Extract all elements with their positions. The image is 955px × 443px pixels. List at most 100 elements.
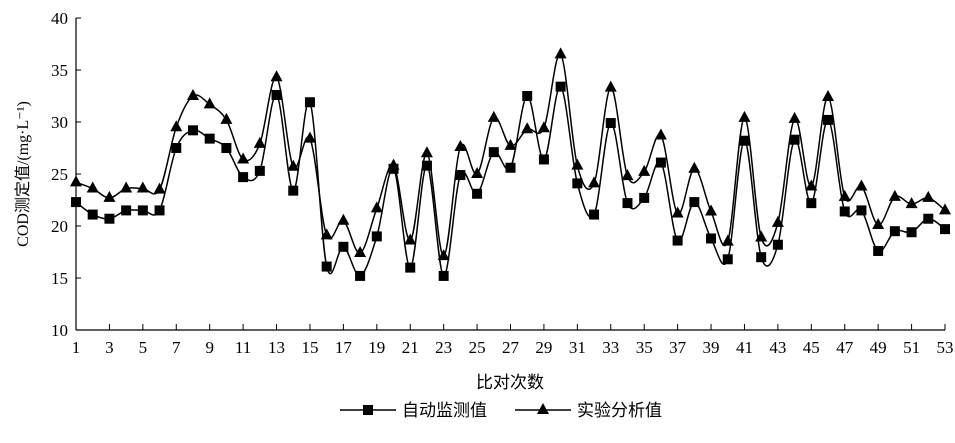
data-point-triangle <box>253 136 266 148</box>
data-point-square <box>405 262 416 273</box>
x-tick-label: 29 <box>535 338 552 357</box>
data-point-triangle <box>287 159 300 171</box>
data-point-triangle <box>537 121 550 133</box>
x-tick-label: 1 <box>72 338 81 357</box>
data-point-square <box>889 226 900 237</box>
data-point-square <box>472 188 483 199</box>
data-point-square <box>722 254 733 265</box>
x-tick-label: 37 <box>669 338 687 357</box>
data-point-square <box>589 209 600 220</box>
data-point-triangle <box>387 158 400 170</box>
data-point-triangle <box>404 233 417 245</box>
data-point-square <box>940 224 950 235</box>
data-point-square <box>739 135 750 146</box>
data-point-triangle <box>220 112 233 124</box>
data-point-square <box>271 89 282 100</box>
data-point-triangle <box>454 139 467 151</box>
x-tick-label: 43 <box>769 338 786 357</box>
data-point-square <box>421 160 432 171</box>
legend-square-marker <box>363 405 373 415</box>
x-tick-label: 45 <box>803 338 820 357</box>
y-tick-label: 25 <box>51 165 68 184</box>
series-markers <box>70 47 951 281</box>
data-point-square <box>137 205 148 216</box>
data-point-square <box>622 198 633 209</box>
data-point-triangle <box>688 161 701 173</box>
y-tick-label: 30 <box>51 113 68 132</box>
data-point-square <box>555 81 566 92</box>
y-tick-label: 10 <box>51 321 68 340</box>
x-tick-label: 11 <box>235 338 251 357</box>
data-point-triangle <box>337 213 350 225</box>
series-line-1 <box>75 85 946 277</box>
data-point-triangle <box>320 228 333 240</box>
y-tick-label: 40 <box>51 9 68 28</box>
data-point-triangle <box>487 110 500 122</box>
data-point-triangle <box>270 70 283 82</box>
data-point-triangle <box>571 158 584 170</box>
y-tick-label: 35 <box>51 61 68 80</box>
data-point-triangle <box>738 110 751 122</box>
data-point-square <box>789 134 800 145</box>
data-point-square <box>87 209 98 220</box>
x-tick-label: 15 <box>301 338 318 357</box>
data-point-square <box>355 270 366 281</box>
data-point-square <box>639 192 650 203</box>
data-point-triangle <box>604 80 617 92</box>
legend-triangle-marker <box>537 403 549 414</box>
data-point-square <box>906 227 917 238</box>
data-point-triangle <box>354 246 367 258</box>
x-tick-label: 47 <box>836 338 854 357</box>
data-point-square <box>104 213 115 224</box>
data-point-triangle <box>554 47 567 59</box>
data-point-triangle <box>370 201 383 213</box>
data-point-square <box>856 205 867 216</box>
data-point-triangle <box>805 179 818 191</box>
x-tick-label: 41 <box>736 338 753 357</box>
data-point-square <box>238 172 249 183</box>
data-point-triangle <box>638 164 651 176</box>
data-point-square <box>538 154 549 165</box>
x-tick-label: 25 <box>469 338 486 357</box>
data-point-square <box>121 205 132 216</box>
data-point-triangle <box>437 249 450 261</box>
x-tick-label: 3 <box>105 338 114 357</box>
x-tick-label: 53 <box>937 338 954 357</box>
legend-label-lab: 实验分析值 <box>577 401 662 420</box>
data-point-square <box>455 170 466 181</box>
x-axis-label: 比对次数 <box>476 373 544 392</box>
x-tick-label: 17 <box>335 338 353 357</box>
data-point-triangle <box>671 206 684 218</box>
data-point-triangle <box>588 176 601 188</box>
data-point-triangle <box>855 179 868 191</box>
data-point-triangle <box>755 230 768 242</box>
data-point-triangle <box>86 181 99 193</box>
data-point-square <box>756 252 767 263</box>
data-point-square <box>154 205 165 216</box>
data-point-square <box>873 245 884 256</box>
data-point-square <box>438 270 449 281</box>
data-point-square <box>572 178 583 189</box>
data-point-triangle <box>838 189 851 201</box>
data-point-square <box>672 235 683 246</box>
data-point-square <box>321 261 332 272</box>
data-point-triangle <box>103 190 116 202</box>
data-point-square <box>605 118 616 129</box>
data-point-triangle <box>922 190 935 202</box>
data-point-square <box>522 91 533 101</box>
x-tick-label: 7 <box>172 338 181 357</box>
data-point-triangle <box>721 234 734 246</box>
data-point-square <box>772 239 783 250</box>
x-tick-label: 35 <box>636 338 653 357</box>
data-point-square <box>204 133 215 144</box>
x-tick-label: 49 <box>870 338 887 357</box>
data-point-triangle <box>237 152 250 164</box>
data-point-triangle <box>521 122 534 134</box>
data-point-triangle <box>888 189 901 201</box>
data-point-triangle <box>420 146 433 158</box>
data-point-triangle <box>939 203 951 215</box>
x-tick-label: 39 <box>703 338 720 357</box>
data-point-triangle <box>654 128 667 140</box>
data-point-triangle <box>136 181 149 193</box>
